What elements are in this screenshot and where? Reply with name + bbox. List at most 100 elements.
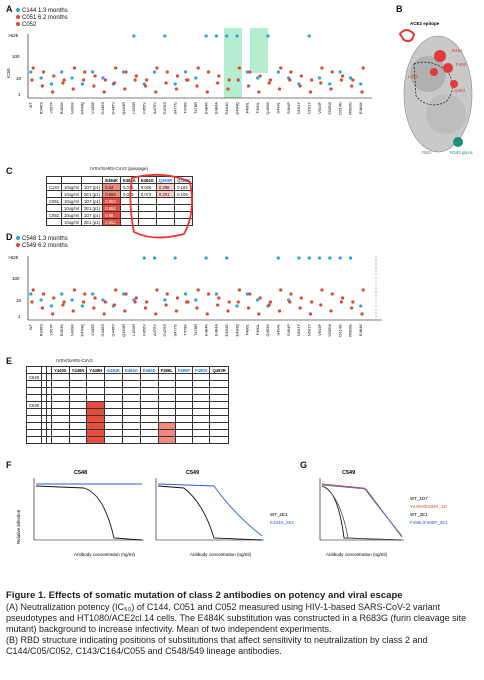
panel-c-letter: C [6,166,13,176]
x-tick-label: A475V [152,102,157,114]
scatter-point [174,309,178,313]
e-row [25,394,229,402]
panel-f-letter: F [6,460,12,470]
x-tick-label: N501Y [296,324,301,337]
e-cell [25,408,43,416]
scatter-point [268,78,272,82]
scatter-point [276,70,280,74]
scatter-point [81,300,86,304]
e-cell [139,415,159,423]
x-tick-label: Q493K [265,324,270,337]
x-tick-label: E484A [214,324,219,336]
scatter-point [186,300,190,304]
scatter-point [91,292,95,296]
scatter-point [60,70,64,74]
scatter-point [277,309,282,313]
scatter-point [165,292,169,296]
highlight-band-2 [250,28,268,73]
legend-note-2: 6.2 months [38,15,68,21]
scatter-point [329,309,333,313]
e-cell [68,394,88,402]
scatter-point [122,70,126,74]
label-l455: L455 [408,74,419,79]
scatter-point [351,78,355,82]
scatter-point [289,70,293,74]
scatter-point [175,296,180,300]
e-cell [86,394,106,402]
x-tick-label: S494P [286,324,291,336]
scatter-point [143,84,148,88]
e-cell [51,415,70,423]
e-cell [192,394,211,402]
scatter-point [328,82,332,86]
scatter-point [299,74,303,78]
scatter-point [112,81,117,85]
scatter-point [216,81,220,85]
e-cell [192,429,211,437]
c-cell: C051 [45,197,63,205]
e-row [25,415,229,423]
e-cell [68,408,88,416]
scatter-point [194,76,198,80]
e-cell [122,373,141,381]
scatter-point [124,292,128,296]
scatter-point [62,78,66,82]
panel-a-letter: A [6,4,13,14]
scatter-point [351,300,355,304]
scatter-point [51,312,55,316]
e-cell [209,401,229,409]
x-tick-label: G476S [162,102,167,115]
scatter-point [71,309,75,313]
scatter-point [145,300,149,304]
scatter-point [40,84,44,88]
c-th-0: E484K [102,176,122,184]
scatter-point [70,76,74,80]
scatter-point [245,292,249,296]
scatter-point [103,78,107,82]
c-cell: C052 [45,211,63,219]
c-cell [45,190,63,198]
scatter-point [237,66,242,70]
e-cell [25,394,43,402]
x-tick-label: V445E [90,102,95,114]
scatter-point [133,300,137,304]
e-cell [192,408,211,416]
scatter-point [204,34,208,38]
x-tick-label: N439K [69,324,74,337]
legend-note-1: 1.3 months [38,8,68,14]
e-cell [209,373,229,381]
x-tick-label: R683G [348,324,353,337]
e-cell [68,380,88,388]
x-tick-label: Q493R [121,102,126,115]
e-cell [51,387,70,395]
e-cell [25,422,43,430]
x-tick-label: F456V [141,102,146,114]
e-cell [104,436,124,444]
c-cell: 10ug/ml [61,183,82,191]
x-tick-label: S494P [286,102,291,114]
y-tick-d-2: 10 [16,298,22,303]
c-cell: 1D7 (p1) [80,211,104,219]
e-cell [209,408,229,416]
scatter-point [245,70,249,74]
x-tick-label: S477G [172,102,177,114]
scatter-point [60,292,64,296]
legend-note-d1: 1.3 months [38,236,68,242]
scatter-point [307,34,311,38]
panel-c-header: rVSV/SARS-CoV2 (passage) [90,166,149,171]
scatter-point [152,256,157,260]
e-th-group [25,366,43,374]
scatter-point [196,288,200,292]
e-cell [51,401,70,409]
e-row [25,387,229,395]
c-cell: 1D7 (p1) [80,183,104,191]
x-tick-label: E484G [224,102,229,114]
scatter-point [102,90,106,94]
x-tick-label: E484Q [234,102,239,114]
x-tick-label: K444Q [80,324,85,336]
scatter-point [320,66,324,70]
scatter-point [142,256,146,260]
y-tick-d-3: 1 [18,314,21,319]
e-cell [139,408,159,416]
scatter-point [83,292,87,296]
